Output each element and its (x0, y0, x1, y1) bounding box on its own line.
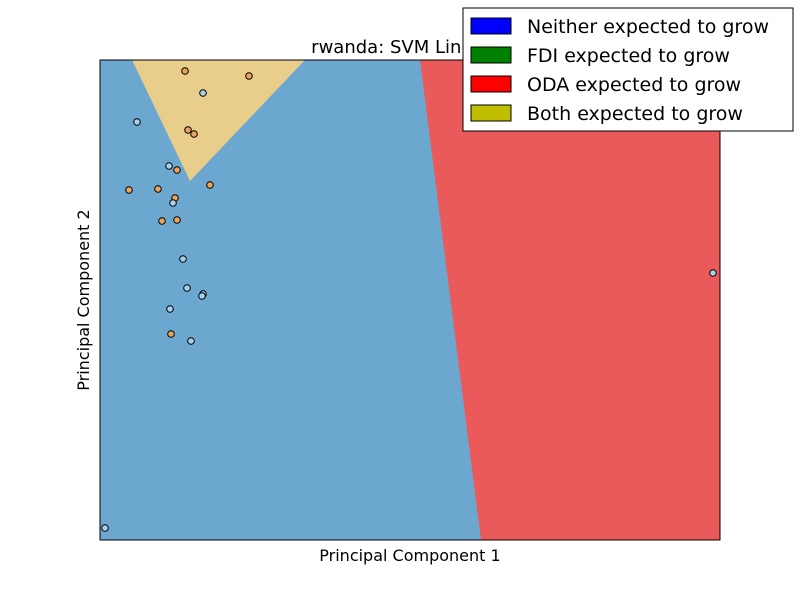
decision-regions (100, 60, 720, 540)
data-point-neither (101, 524, 109, 532)
data-point-both (181, 67, 189, 75)
data-point-both (154, 185, 162, 193)
legend-label-fdi: FDI expected to grow (527, 45, 730, 67)
legend-label-both: Both expected to grow (527, 103, 743, 125)
data-point-both (158, 217, 166, 225)
data-point-both (173, 216, 181, 224)
legend-swatch-both (470, 104, 512, 122)
data-point-neither (199, 89, 207, 97)
data-point-neither (166, 305, 174, 313)
data-point-neither (709, 269, 717, 277)
data-point-neither (133, 118, 141, 126)
data-point-neither (183, 284, 191, 292)
data-point-both (184, 126, 192, 134)
region-both-expected-to-grow (132, 60, 305, 181)
chart-title: rwanda: SVM Linear-C (311, 37, 509, 58)
plot-frame (99, 59, 721, 541)
data-point-both (206, 181, 214, 189)
data-point-both (167, 330, 175, 338)
data-point-both (245, 72, 253, 80)
data-point-both (190, 130, 198, 138)
legend-swatch-oda (470, 75, 512, 93)
legend-label-neither: Neither expected to grow (527, 16, 769, 38)
data-points (101, 67, 717, 532)
y-axis-label: Principal Component 2 (74, 209, 93, 390)
x-axis-label: Principal Component 1 (319, 546, 500, 565)
data-point-neither (179, 255, 187, 263)
data-point-both (125, 186, 133, 194)
data-point-neither (187, 337, 195, 345)
legend-swatch-fdi (470, 46, 512, 64)
data-point-neither (198, 292, 206, 300)
region-oda-expected-to-grow (420, 60, 720, 540)
legend: Neither expected to grow FDI expected to… (462, 7, 794, 132)
data-point-neither (169, 199, 177, 207)
legend-swatch-neither (470, 17, 512, 35)
data-point-neither (165, 162, 173, 170)
legend-frame (462, 7, 794, 132)
data-point-both (173, 166, 181, 174)
legend-label-oda: ODA expected to grow (527, 74, 741, 96)
